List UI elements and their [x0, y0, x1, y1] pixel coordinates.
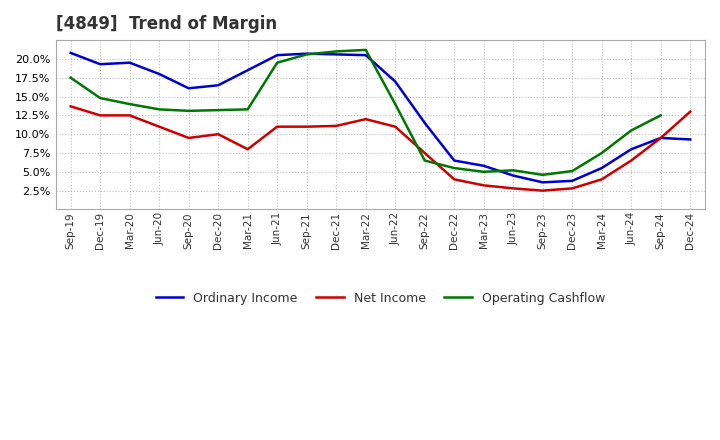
Operating Cashflow — [568, 169, 577, 174]
Net Income — [420, 150, 429, 156]
Operating Cashflow — [450, 165, 459, 171]
Line: Net Income: Net Income — [71, 106, 690, 191]
Ordinary Income — [361, 52, 370, 58]
Net Income — [214, 132, 222, 137]
Ordinary Income — [391, 79, 400, 84]
Operating Cashflow — [598, 150, 606, 156]
Ordinary Income — [66, 50, 75, 55]
Ordinary Income — [627, 147, 636, 152]
Net Income — [686, 109, 695, 114]
Ordinary Income — [480, 163, 488, 169]
Text: [4849]  Trend of Margin: [4849] Trend of Margin — [56, 15, 277, 33]
Operating Cashflow — [509, 168, 518, 173]
Operating Cashflow — [480, 169, 488, 175]
Net Income — [657, 136, 665, 141]
Operating Cashflow — [96, 95, 104, 101]
Operating Cashflow — [657, 113, 665, 118]
Operating Cashflow — [273, 60, 282, 65]
Operating Cashflow — [214, 107, 222, 113]
Net Income — [391, 124, 400, 129]
Net Income — [450, 177, 459, 182]
Ordinary Income — [184, 86, 193, 91]
Net Income — [96, 113, 104, 118]
Net Income — [273, 124, 282, 129]
Ordinary Income — [125, 60, 134, 65]
Ordinary Income — [243, 68, 252, 73]
Operating Cashflow — [125, 102, 134, 107]
Ordinary Income — [657, 136, 665, 141]
Operating Cashflow — [66, 75, 75, 81]
Net Income — [184, 136, 193, 141]
Ordinary Income — [332, 52, 341, 57]
Ordinary Income — [302, 51, 311, 56]
Operating Cashflow — [332, 49, 341, 54]
Ordinary Income — [598, 165, 606, 171]
Net Income — [302, 124, 311, 129]
Ordinary Income — [155, 71, 163, 77]
Net Income — [332, 123, 341, 128]
Net Income — [361, 117, 370, 122]
Ordinary Income — [686, 137, 695, 142]
Net Income — [509, 186, 518, 191]
Net Income — [155, 124, 163, 129]
Net Income — [598, 177, 606, 182]
Net Income — [568, 186, 577, 191]
Net Income — [243, 147, 252, 152]
Operating Cashflow — [627, 128, 636, 133]
Operating Cashflow — [539, 172, 547, 177]
Ordinary Income — [509, 173, 518, 178]
Net Income — [539, 188, 547, 193]
Operating Cashflow — [420, 158, 429, 163]
Ordinary Income — [568, 178, 577, 183]
Ordinary Income — [214, 83, 222, 88]
Operating Cashflow — [243, 107, 252, 112]
Ordinary Income — [420, 120, 429, 125]
Operating Cashflow — [302, 52, 311, 57]
Operating Cashflow — [391, 102, 400, 107]
Operating Cashflow — [361, 47, 370, 52]
Net Income — [125, 113, 134, 118]
Net Income — [66, 104, 75, 109]
Legend: Ordinary Income, Net Income, Operating Cashflow: Ordinary Income, Net Income, Operating C… — [150, 287, 611, 310]
Ordinary Income — [450, 158, 459, 163]
Operating Cashflow — [155, 107, 163, 112]
Net Income — [480, 183, 488, 188]
Operating Cashflow — [184, 108, 193, 114]
Line: Ordinary Income: Ordinary Income — [71, 53, 690, 182]
Ordinary Income — [539, 180, 547, 185]
Ordinary Income — [273, 52, 282, 58]
Ordinary Income — [96, 62, 104, 67]
Net Income — [627, 158, 636, 163]
Line: Operating Cashflow: Operating Cashflow — [71, 50, 661, 175]
